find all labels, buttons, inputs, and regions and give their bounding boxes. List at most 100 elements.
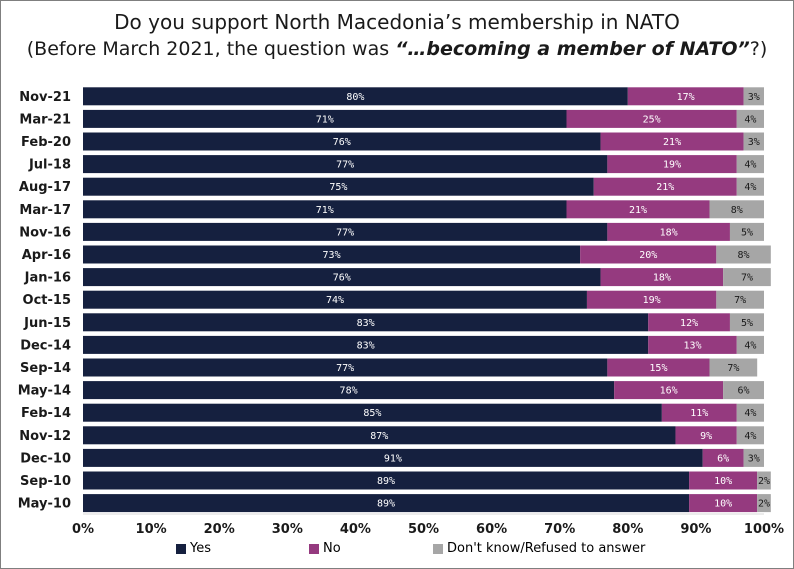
bar-don-t-know-refused-to-answer-dec-14: [736, 335, 764, 354]
data-label-yes-may-14: 78%: [340, 386, 358, 397]
bar-don-t-know-refused-to-answer-apr-16: [716, 245, 771, 264]
data-label-don-t-know-refused-to-answer-feb-14: 4%: [744, 408, 756, 419]
category-label-sep-10: Sep-10: [20, 474, 71, 489]
bar-yes-jun-15: [83, 313, 649, 332]
chart-title: Do you support North Macedonia’s members…: [114, 10, 680, 34]
bar-no-jan-16: [600, 268, 724, 287]
chart-subtitle: (Before March 2021, the question was “…b…: [0, 38, 794, 60]
data-label-no-sep-10: 10%: [714, 476, 732, 487]
category-label-jun-15: Jun-15: [23, 316, 71, 331]
data-label-no-nov-21: 17%: [677, 92, 695, 103]
data-label-don-t-know-refused-to-answer-sep-14: 7%: [727, 363, 739, 374]
data-label-no-mar-17: 21%: [629, 205, 647, 216]
bar-yes-aug-17: [83, 177, 594, 196]
data-label-no-feb-20: 21%: [663, 137, 681, 148]
legend-item-dk: Don't know/Refused to answer: [433, 541, 645, 556]
bar-yes-nov-21: [83, 87, 628, 106]
data-label-yes-apr-16: 73%: [323, 250, 341, 261]
data-label-yes-jul-18: 77%: [336, 160, 354, 171]
data-label-no-jul-18: 19%: [663, 160, 681, 171]
bar-don-t-know-refused-to-answer-feb-14: [736, 403, 764, 422]
x-tick-label-7: 70%: [544, 522, 575, 537]
bar-don-t-know-refused-to-answer-sep-10: [757, 471, 771, 490]
x-tick-label-6: 60%: [476, 522, 507, 537]
bar-yes-jul-18: [83, 155, 608, 174]
legend-label-yes: Yes: [190, 541, 211, 556]
bar-yes-nov-12: [83, 426, 676, 445]
subtitle-quote: “…becoming a member of NATO”: [395, 38, 750, 60]
category-label-oct-15: Oct-15: [23, 293, 71, 308]
data-label-don-t-know-refused-to-answer-jan-16: 7%: [741, 273, 753, 284]
data-label-yes-aug-17: 75%: [329, 182, 347, 193]
bar-yes-apr-16: [83, 245, 581, 264]
bar-don-t-know-refused-to-answer-feb-20: [743, 132, 764, 151]
data-label-yes-dec-14: 83%: [357, 340, 375, 351]
bar-no-aug-17: [593, 177, 737, 196]
data-label-no-feb-14: 11%: [690, 408, 708, 419]
bar-no-mar-17: [566, 200, 710, 219]
bar-don-t-know-refused-to-answer-sep-14: [709, 358, 758, 377]
bar-no-nov-21: [627, 87, 744, 106]
data-label-yes-mar-17: 71%: [316, 205, 334, 216]
bar-no-jun-15: [648, 313, 730, 332]
x-tick-label-0: 0%: [72, 522, 94, 537]
legend-label-dk: Don't know/Refused to answer: [447, 541, 646, 556]
bar-don-t-know-refused-to-answer-may-14: [723, 381, 764, 400]
category-label-apr-16: Apr-16: [22, 248, 71, 263]
data-label-yes-jun-15: 83%: [357, 318, 375, 329]
data-label-no-dec-14: 13%: [683, 340, 701, 351]
bar-yes-dec-14: [83, 335, 649, 354]
category-label-jul-18: Jul-18: [28, 158, 71, 173]
bar-no-sep-10: [689, 471, 758, 490]
category-label-nov-21: Nov-21: [19, 90, 71, 105]
bar-don-t-know-refused-to-answer-mar-21: [736, 109, 764, 128]
data-label-don-t-know-refused-to-answer-feb-20: 3%: [748, 137, 760, 148]
x-tick-label-5: 50%: [408, 522, 439, 537]
data-label-yes-nov-21: 80%: [346, 92, 364, 103]
bar-yes-dec-10: [83, 448, 703, 467]
data-label-no-may-10: 10%: [714, 499, 732, 510]
data-label-don-t-know-refused-to-answer-jul-18: 4%: [744, 160, 756, 171]
data-label-no-apr-16: 20%: [639, 250, 657, 261]
category-label-nov-12: Nov-12: [19, 429, 71, 444]
data-label-no-jun-15: 12%: [680, 318, 698, 329]
category-label-may-14: May-14: [18, 384, 71, 399]
bar-don-t-know-refused-to-answer-oct-15: [716, 290, 764, 309]
data-label-don-t-know-refused-to-answer-dec-10: 3%: [748, 453, 760, 464]
bar-don-t-know-refused-to-answer-nov-21: [743, 87, 764, 106]
legend-swatch-dk: [433, 543, 443, 554]
bar-don-t-know-refused-to-answer-jun-15: [729, 313, 764, 332]
x-tick-label-3: 30%: [272, 522, 303, 537]
bar-no-apr-16: [580, 245, 717, 264]
bar-don-t-know-refused-to-answer-aug-17: [736, 177, 764, 196]
bar-no-may-14: [614, 381, 724, 400]
bar-yes-nov-16: [83, 222, 608, 241]
data-label-don-t-know-refused-to-answer-nov-16: 5%: [741, 227, 753, 238]
data-label-yes-nov-16: 77%: [336, 227, 354, 238]
data-label-no-may-14: 16%: [660, 386, 678, 397]
category-label-nov-16: Nov-16: [19, 225, 71, 240]
bar-yes-mar-21: [83, 109, 567, 128]
legend-item-yes: Yes: [176, 541, 211, 556]
category-label-may-10: May-10: [18, 497, 71, 512]
legend-item-no: No: [309, 541, 341, 556]
bar-don-t-know-refused-to-answer-nov-12: [736, 426, 764, 445]
bar-no-dec-14: [648, 335, 737, 354]
data-label-don-t-know-refused-to-answer-jun-15: 5%: [741, 318, 753, 329]
data-label-yes-may-10: 89%: [377, 499, 395, 510]
legend-label-no: No: [323, 541, 341, 556]
x-tick-label-2: 20%: [204, 522, 235, 537]
bar-no-feb-14: [661, 403, 737, 422]
bar-no-may-10: [689, 494, 758, 513]
category-label-jan-16: Jan-16: [24, 271, 71, 286]
category-label-mar-21: Mar-21: [19, 112, 71, 127]
category-label-mar-17: Mar-17: [19, 203, 71, 218]
data-label-don-t-know-refused-to-answer-may-10: 2%: [758, 499, 770, 510]
bar-no-jul-18: [607, 155, 737, 174]
bar-yes-may-14: [83, 381, 615, 400]
data-label-don-t-know-refused-to-answer-may-14: 6%: [738, 386, 750, 397]
data-label-no-dec-10: 6%: [717, 453, 729, 464]
category-label-dec-10: Dec-10: [20, 451, 71, 466]
bar-no-feb-20: [600, 132, 744, 151]
bar-don-t-know-refused-to-answer-jan-16: [723, 268, 771, 287]
